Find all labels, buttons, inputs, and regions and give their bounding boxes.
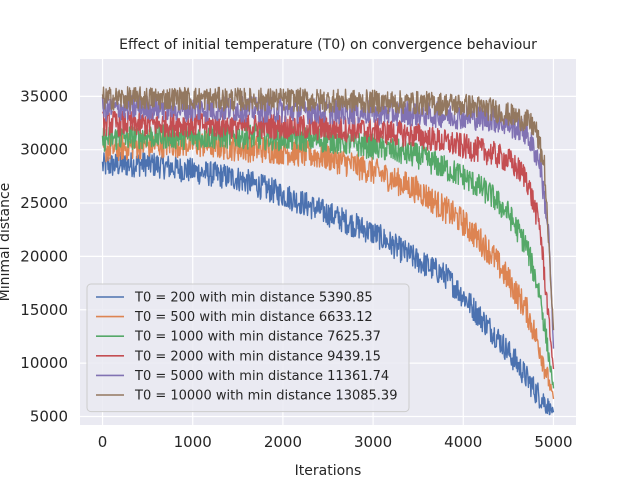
series-line-0 xyxy=(101,150,555,416)
series-line-1 xyxy=(102,129,555,400)
legend-label: T0 = 200 with min distance 5390.85 xyxy=(134,291,373,306)
chart-title: Effect of initial temperature (T0) on co… xyxy=(119,37,537,53)
legend-label: T0 = 2000 with min distance 9439.15 xyxy=(134,349,381,364)
legend-label: T0 = 5000 with min distance 11361.74 xyxy=(134,369,389,384)
x-axis-label: Iterations xyxy=(295,463,362,479)
x-tick-label: 0 xyxy=(98,433,108,451)
series-layer xyxy=(101,86,555,416)
y-tick-labels: 5000 10000 15000 20000 25000 30000 35000 xyxy=(20,87,68,425)
series-line-4 xyxy=(101,94,555,349)
legend-label: T0 = 10000 with min distance 13085.39 xyxy=(134,389,397,404)
y-tick-label: 25000 xyxy=(20,194,68,212)
series-line-5 xyxy=(101,86,555,331)
y-tick-label: 30000 xyxy=(20,141,68,159)
x-tick-label: 2000 xyxy=(264,433,302,451)
y-tick-label: 10000 xyxy=(20,354,68,372)
y-tick-label: 20000 xyxy=(20,247,68,265)
y-tick-label: 35000 xyxy=(20,87,68,105)
x-tick-label: 1000 xyxy=(174,433,212,451)
x-tick-label: 4000 xyxy=(444,433,482,451)
y-tick-label: 5000 xyxy=(30,407,68,425)
series-line-3 xyxy=(101,110,555,370)
legend: T0 = 200 with min distance 5390.85 T0 = 5… xyxy=(86,283,410,413)
x-tick-label: 3000 xyxy=(354,433,392,451)
legend-label: T0 = 500 with min distance 6633.12 xyxy=(134,310,373,325)
x-tick-labels: 0 1000 2000 3000 4000 5000 xyxy=(98,433,573,451)
legend-box xyxy=(86,283,410,413)
x-tick-label: 5000 xyxy=(534,433,572,451)
legend-label: T0 = 1000 with min distance 7625.37 xyxy=(134,330,381,345)
y-tick-label: 15000 xyxy=(20,301,68,319)
y-axis-label: Minimal distance xyxy=(0,183,13,302)
